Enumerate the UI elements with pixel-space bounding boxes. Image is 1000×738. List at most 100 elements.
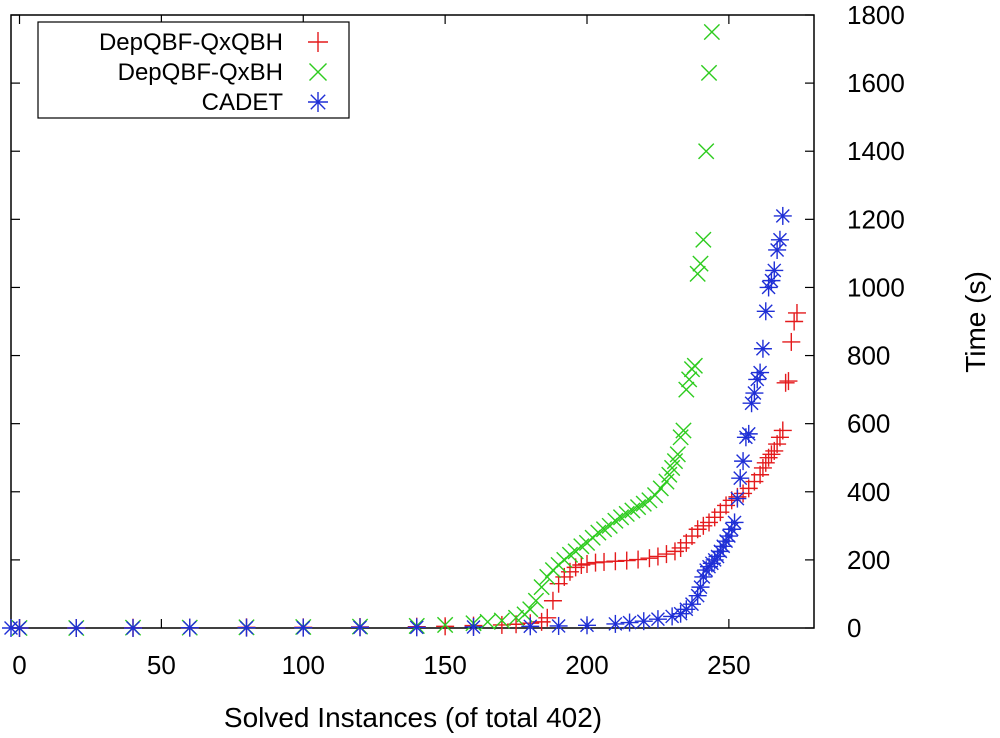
data-point xyxy=(694,567,713,586)
data-point xyxy=(669,446,686,463)
data-point xyxy=(773,421,792,440)
data-point xyxy=(686,357,703,374)
data-point xyxy=(607,512,624,529)
data-point xyxy=(533,578,550,596)
data-point xyxy=(573,538,590,555)
series-DepQBF-QxQBH xyxy=(10,303,806,637)
data-point xyxy=(464,617,483,636)
data-point xyxy=(722,520,741,539)
x-tick-label: 200 xyxy=(565,650,608,680)
data-point xyxy=(739,424,758,443)
data-point xyxy=(700,64,718,82)
data-point xyxy=(561,546,579,563)
data-point xyxy=(493,612,511,629)
data-point xyxy=(618,505,635,523)
data-point xyxy=(658,473,675,490)
data-point xyxy=(748,370,767,389)
legend-label: DepQBF-QxQBH xyxy=(99,29,283,56)
data-point xyxy=(742,394,761,413)
data-point xyxy=(634,612,653,631)
data-point xyxy=(595,521,613,538)
data-point xyxy=(779,372,798,391)
y-tick-label: 0 xyxy=(847,613,861,643)
data-point xyxy=(753,339,772,358)
legend-marker xyxy=(309,63,327,81)
data-point xyxy=(770,230,789,249)
legend: DepQBF-QxQBH DepQBF-QxBH CADET xyxy=(37,21,350,119)
data-point xyxy=(351,618,370,637)
data-point xyxy=(640,549,659,568)
data-point xyxy=(776,373,795,392)
data-point xyxy=(787,303,806,322)
data-point xyxy=(549,616,568,635)
data-point xyxy=(522,601,539,618)
data-point xyxy=(507,609,525,626)
data-point xyxy=(703,23,720,41)
data-point xyxy=(765,441,784,460)
legend-marker xyxy=(308,92,328,112)
data-point xyxy=(578,554,597,573)
data-point xyxy=(646,487,664,504)
data-point xyxy=(629,550,648,569)
data-point xyxy=(648,610,667,629)
x-tick-label: 50 xyxy=(147,650,176,680)
data-point xyxy=(10,619,29,637)
x-axis-label: Solved Instances (of total 402) xyxy=(224,702,602,733)
data-point xyxy=(527,592,545,609)
data-point xyxy=(436,616,454,634)
y-tick-label: 800 xyxy=(847,341,890,371)
data-point xyxy=(689,265,706,282)
data-point xyxy=(624,502,641,519)
data-point xyxy=(672,429,689,446)
data-point xyxy=(661,466,678,483)
data-point xyxy=(773,206,792,225)
data-point xyxy=(768,240,787,259)
data-point xyxy=(756,302,775,321)
data-point xyxy=(675,422,692,439)
data-point xyxy=(617,551,636,570)
legend-box xyxy=(37,21,350,119)
data-point xyxy=(785,312,804,331)
data-point xyxy=(681,371,698,388)
data-point xyxy=(180,618,199,637)
x-tick-label: 250 xyxy=(707,650,750,680)
y-tick-label: 200 xyxy=(847,545,890,575)
data-point xyxy=(590,524,607,541)
legend-marker xyxy=(308,32,328,52)
legend-label: CADET xyxy=(202,89,284,116)
data-points xyxy=(2,23,806,637)
data-point xyxy=(237,618,256,637)
data-point xyxy=(635,495,652,512)
data-point xyxy=(407,618,426,637)
data-point xyxy=(67,619,86,637)
y-tick-label: 1200 xyxy=(847,204,905,234)
data-point xyxy=(759,278,778,297)
data-point xyxy=(731,469,750,488)
data-point xyxy=(765,261,784,280)
data-point xyxy=(436,617,455,636)
data-point xyxy=(294,618,313,637)
series-CADET xyxy=(2,206,792,637)
x-tick-label: 0 xyxy=(12,650,26,680)
data-point xyxy=(663,459,681,477)
data-point xyxy=(745,384,764,403)
y-tick-label: 400 xyxy=(847,477,890,507)
data-point xyxy=(762,271,781,290)
data-point xyxy=(620,613,639,632)
data-point xyxy=(652,480,669,497)
data-point xyxy=(124,619,143,637)
axis-ticks: 0 50 100 150 200 250 0 200 400 600 800 1000 1200 1400… xyxy=(11,0,905,680)
data-point xyxy=(663,607,682,626)
legend-label: DepQBF-QxBH xyxy=(118,59,283,86)
data-point xyxy=(719,527,738,546)
data-point xyxy=(543,591,562,610)
data-point xyxy=(770,428,789,447)
data-point xyxy=(768,435,787,454)
x-tick-label: 100 xyxy=(282,650,325,680)
data-point xyxy=(725,513,744,532)
y-tick-label: 600 xyxy=(847,409,890,439)
data-point xyxy=(734,452,753,471)
data-point xyxy=(629,498,647,516)
data-point xyxy=(698,143,715,160)
